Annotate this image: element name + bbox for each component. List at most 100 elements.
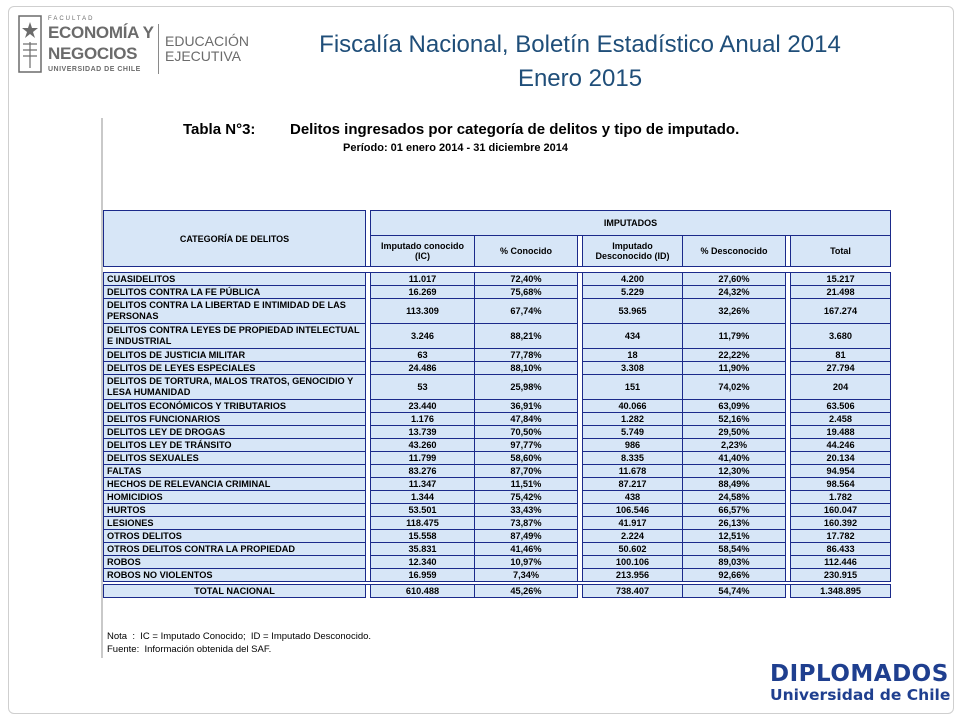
id-cell: 53.965 [582, 298, 683, 324]
total-cell: 167.274 [789, 298, 892, 324]
pct-ic-cell: 87,70% [474, 464, 578, 478]
category-cell: DELITOS LEY DE TRÁNSITO [103, 438, 366, 452]
pct-ic-cell: 77,78% [474, 348, 578, 362]
ic-cell: 16.959 [370, 568, 475, 582]
header-ic: Imputado conocido (IC) [370, 235, 475, 267]
category-cell: DELITOS DE JUSTICIA MILITAR [103, 348, 366, 362]
pct-id-cell: 74,02% [682, 374, 786, 400]
ic-cell: 3.246 [370, 323, 475, 349]
id-cell: 8.335 [582, 451, 683, 465]
category-cell: DELITOS CONTRA LA LIBERTAD E INTIMIDAD D… [103, 298, 366, 324]
pct-ic-cell: 47,84% [474, 412, 578, 426]
total-cell: 20.134 [789, 451, 892, 465]
id-cell: 41.917 [582, 516, 683, 530]
total-cell: 230.915 [789, 568, 892, 582]
ic-cell: 63 [370, 348, 475, 362]
ic-cell: 12.340 [370, 555, 475, 569]
table-row: ROBOS NO VIOLENTOS 16.959 7,34% 213.956 92,6… [103, 568, 892, 582]
table-row: DELITOS ECONÓMICOS Y TRIBUTARIOS 23.440 36… [103, 399, 892, 413]
ic-cell: 83.276 [370, 464, 475, 478]
total-cell: 15.217 [789, 272, 892, 286]
category-cell: OTROS DELITOS CONTRA LA PROPIEDAD [103, 542, 366, 556]
category-cell: DELITOS CONTRA LEYES DE PROPIEDAD INTELE… [103, 323, 366, 349]
ic-cell: 23.440 [370, 399, 475, 413]
slide-title-line1: Fiscalía Nacional, Boletín Estadístico A… [319, 31, 841, 58]
ic-cell: 118.475 [370, 516, 475, 530]
category-cell: DELITOS SEXUALES [103, 451, 366, 465]
category-cell: CUASIDELITOS [103, 272, 366, 286]
source-text: Fuente: Información obtenida del SAF. [107, 644, 272, 655]
id-cell: 50.602 [582, 542, 683, 556]
header-pct-id: % Desconocido [682, 235, 786, 267]
table-label: Tabla N°3: [183, 121, 256, 138]
id-cell: 3.308 [582, 361, 683, 375]
id-cell: 438 [582, 490, 683, 504]
pct-ic-cell: 73,87% [474, 516, 578, 530]
category-cell: HECHOS DE RELEVANCIA CRIMINAL [103, 477, 366, 491]
logo-negocios-text: NEGOCIOS [48, 44, 138, 63]
pct-id-cell: 58,54% [682, 542, 786, 556]
ic-cell: 53.501 [370, 503, 475, 517]
id-cell: 434 [582, 323, 683, 349]
pct-id-cell: 92,66% [682, 568, 786, 582]
table-row: DELITOS LEY DE DROGAS 13.739 70,50% 5.749 29… [103, 425, 892, 439]
table-row: DELITOS FUNCIONARIOS 1.176 47,84% 1.282 52,1… [103, 412, 892, 426]
id-cell: 5.229 [582, 285, 683, 299]
pct-id-cell: 12,51% [682, 529, 786, 543]
pct-id-cell: 54,74% [682, 584, 786, 598]
header-imputados: IMPUTADOS [369, 210, 892, 236]
document-edge [101, 118, 103, 658]
slide-title-line2: Enero 2015 [517, 65, 643, 92]
total-cell: 17.782 [789, 529, 892, 543]
total-cell: 86.433 [789, 542, 892, 556]
pct-id-cell: 32,26% [682, 298, 786, 324]
pct-id-cell: 22,22% [682, 348, 786, 362]
total-cell: 21.498 [789, 285, 892, 299]
table-row: DELITOS DE JUSTICIA MILITAR 63 77,78% 18 22,… [103, 348, 892, 362]
id-cell: 11.678 [582, 464, 683, 478]
ic-cell: 53 [370, 374, 475, 400]
pct-ic-cell: 33,43% [474, 503, 578, 517]
pct-ic-cell: 97,77% [474, 438, 578, 452]
category-cell: LESIONES [103, 516, 366, 530]
pct-ic-cell: 7,34% [474, 568, 578, 582]
table-title: Delitos ingresados por categoría de deli… [290, 121, 740, 138]
category-cell: DELITOS ECONÓMICOS Y TRIBUTARIOS [103, 399, 366, 413]
pct-ic-cell: 58,60% [474, 451, 578, 465]
table-row: OTROS DELITOS CONTRA LA PROPIEDAD 35.831 4… [103, 542, 892, 556]
pct-ic-cell: 41,46% [474, 542, 578, 556]
header-id: Imputado Desconocido (ID) [582, 235, 683, 267]
pct-id-cell: 2,23% [682, 438, 786, 452]
ic-cell: 610.488 [370, 584, 475, 598]
ic-cell: 11.017 [370, 272, 475, 286]
total-cell: 1.782 [789, 490, 892, 504]
table-row: HECHOS DE RELEVANCIA CRIMINAL 11.347 11,51… [103, 477, 892, 491]
total-cell: 98.564 [789, 477, 892, 491]
pct-ic-cell: 36,91% [474, 399, 578, 413]
id-cell: 2.224 [582, 529, 683, 543]
logo-university-text: UNIVERSIDAD DE CHILE [48, 66, 141, 73]
pct-ic-cell: 72,40% [474, 272, 578, 286]
logo-divider [158, 24, 159, 74]
category-cell: DELITOS CONTRA LA FE PÚBLICA [103, 285, 366, 299]
brand-line1: DIPLOMADOS [770, 661, 949, 687]
pct-ic-cell: 11,51% [474, 477, 578, 491]
header-total: Total [789, 235, 892, 267]
table-row: DELITOS DE LEYES ESPECIALES 24.486 88,10% 3… [103, 361, 892, 375]
pct-ic-cell: 10,97% [474, 555, 578, 569]
category-cell: ROBOS [103, 555, 366, 569]
pct-ic-cell: 75,42% [474, 490, 578, 504]
pct-id-cell: 27,60% [682, 272, 786, 286]
pct-id-cell: 63,09% [682, 399, 786, 413]
pct-id-cell: 11,79% [682, 323, 786, 349]
table-row: DELITOS CONTRA LA LIBERTAD E INTIMIDAD D… [103, 298, 892, 324]
pct-id-cell: 29,50% [682, 425, 786, 439]
id-cell: 100.106 [582, 555, 683, 569]
ic-cell: 13.739 [370, 425, 475, 439]
diplomados-logo: DIPLOMADOS Universidad de Chile [770, 662, 950, 704]
header-pct-ic: % Conocido [474, 235, 578, 267]
pct-id-cell: 11,90% [682, 361, 786, 375]
id-cell: 1.282 [582, 412, 683, 426]
category-cell: DELITOS DE TORTURA, MALOS TRATOS, GENOCI… [103, 374, 366, 400]
pct-ic-cell: 75,68% [474, 285, 578, 299]
